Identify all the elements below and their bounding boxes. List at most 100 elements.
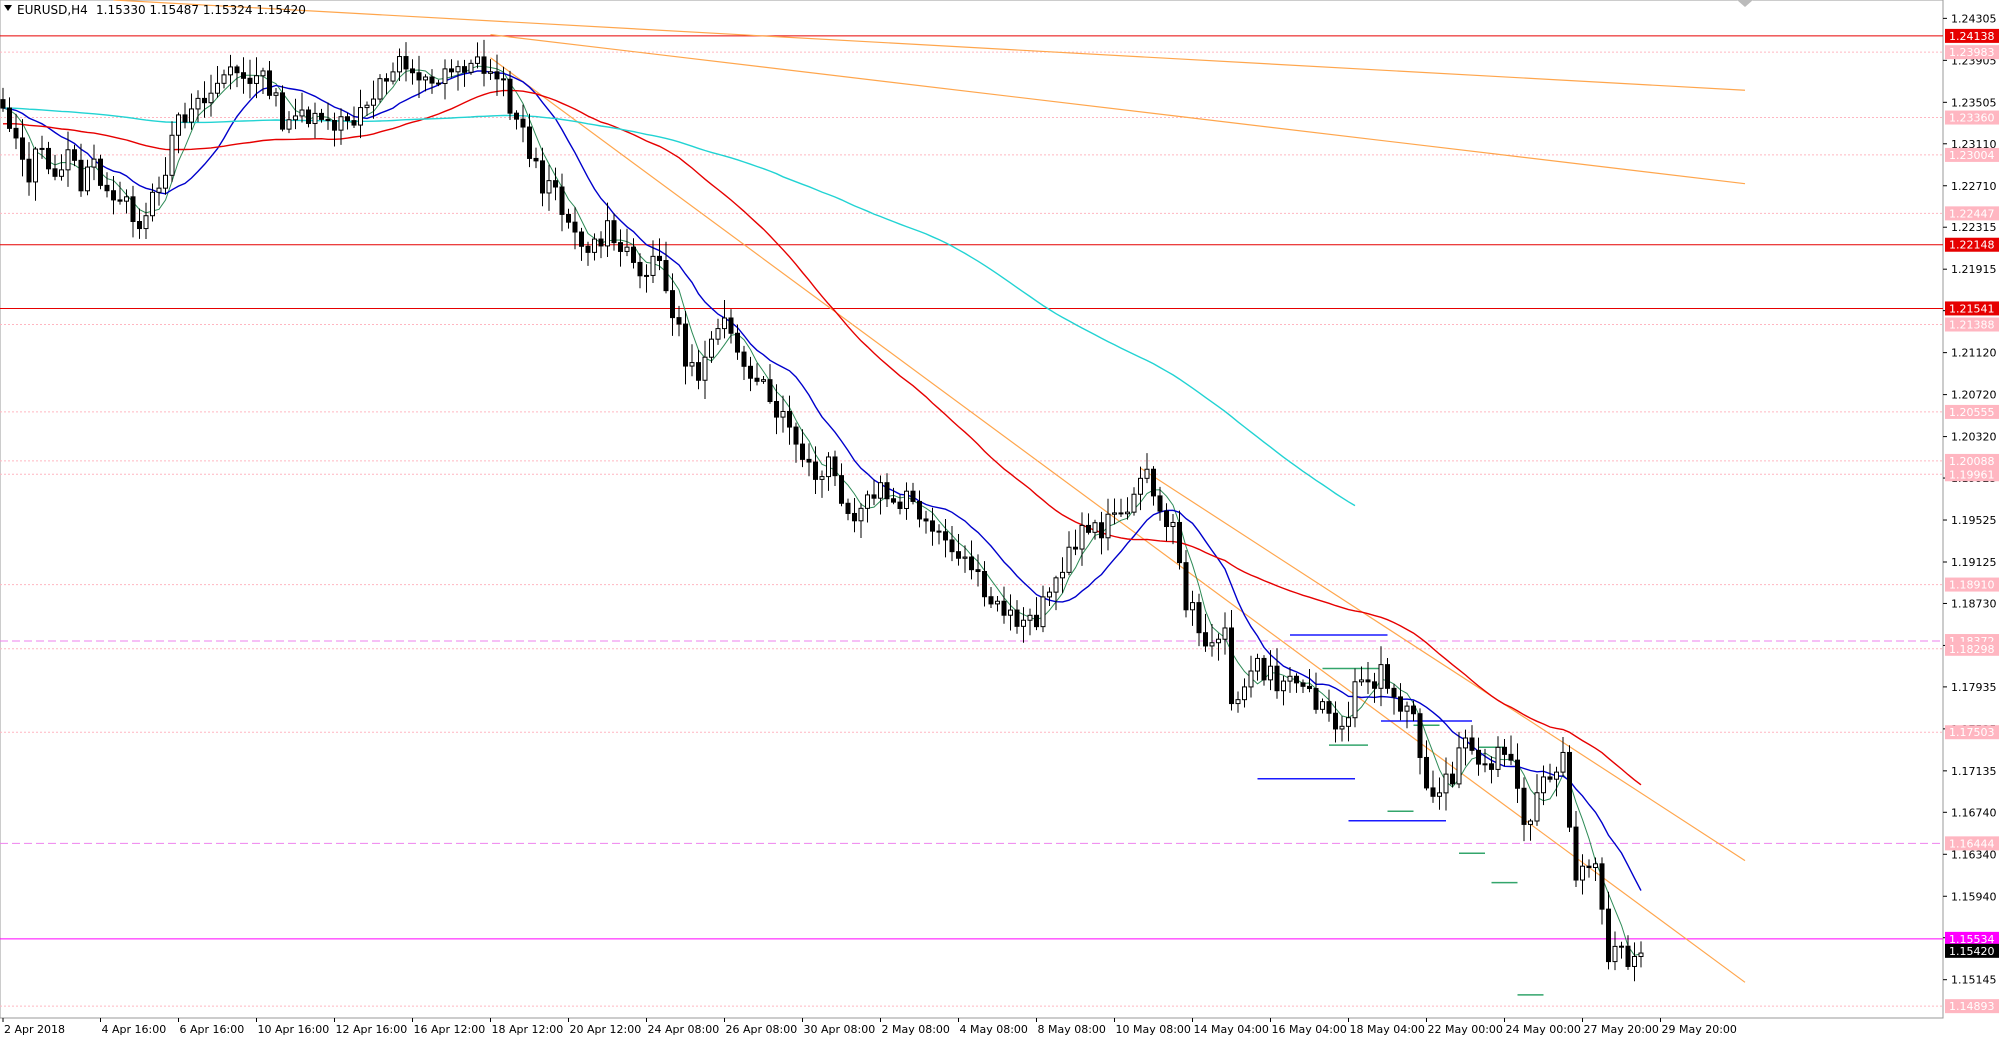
candle-body (299, 109, 305, 117)
candle-body (1567, 751, 1572, 828)
candle-body (1183, 562, 1189, 611)
price-tick-label: 1.24305 (1951, 12, 1997, 25)
candle-body (91, 158, 97, 168)
level-price-badge (1945, 931, 1999, 946)
candle-body (1430, 787, 1436, 797)
candle-body (345, 116, 350, 122)
candle-body (826, 456, 831, 478)
candle-body (670, 290, 675, 319)
candle-body (676, 317, 682, 325)
candle-body (377, 78, 383, 100)
candles (0, 39, 1644, 982)
triangle-down-icon[interactable] (1737, 0, 1753, 7)
candle-body (1346, 717, 1351, 727)
plot-area[interactable] (0, 0, 1944, 1019)
candle-body (1307, 685, 1312, 690)
candle-body (995, 600, 1000, 605)
candle-body (1294, 675, 1299, 684)
candle-body (85, 166, 90, 192)
time-tick-label: 29 May 20:00 (1662, 1023, 1737, 1036)
candle-body (1560, 751, 1566, 773)
candle-body (26, 158, 32, 183)
level-price-badge (1945, 467, 1999, 482)
candle-body (1391, 687, 1397, 698)
candle-body (1151, 468, 1156, 497)
candle-body (832, 456, 838, 477)
level-price-label: 1.20555 (1949, 406, 1995, 419)
candle-body (182, 114, 188, 123)
level-price-badge (1945, 237, 1999, 252)
candle-body (657, 255, 662, 262)
candle-body (1157, 495, 1163, 512)
candle-body (494, 71, 500, 80)
candle-body (878, 482, 883, 499)
candle-body (546, 180, 552, 194)
candle-body (1255, 657, 1260, 672)
candle-body (507, 78, 513, 114)
candle-body (208, 92, 214, 104)
candle-body (904, 490, 909, 509)
candle-body (650, 255, 656, 276)
candle-body (481, 56, 487, 74)
candle-body (644, 274, 649, 277)
candle-body (130, 196, 136, 223)
price-tick-label: 1.23110 (1951, 138, 1997, 151)
level-price-label: 1.18910 (1949, 579, 1995, 592)
candle-body (72, 149, 77, 161)
candle-body (936, 530, 942, 533)
candle-body (332, 119, 337, 131)
price-tick-label: 1.20320 (1951, 431, 1997, 444)
candle-body (293, 115, 298, 121)
candle-body (195, 97, 201, 110)
candle-body (111, 190, 116, 201)
moving-average-cyan (2, 107, 1356, 507)
price-tick-label: 1.19125 (1951, 556, 1997, 569)
candle-body (0, 99, 6, 109)
time-tick-label: 26 Apr 08:00 (726, 1023, 798, 1036)
candle-body (637, 261, 643, 277)
candle-body (371, 98, 376, 106)
candle-body (1008, 609, 1013, 616)
candle-body (1300, 682, 1306, 687)
candle-body (1313, 688, 1319, 710)
candle-body (475, 56, 480, 64)
trendline (490, 57, 1746, 983)
level-price-badge (1945, 45, 1999, 60)
triangle-down-icon[interactable] (4, 5, 12, 11)
candle-body (1593, 863, 1598, 869)
level-price-badge (1945, 404, 1999, 419)
candle-body (1625, 945, 1631, 967)
candle-body (709, 338, 714, 358)
candle-body (1599, 863, 1605, 910)
candle-body (553, 180, 558, 188)
candle-body (1014, 609, 1020, 627)
time-tick-label: 22 May 00:00 (1428, 1023, 1503, 1036)
candle-body (267, 70, 272, 96)
level-price-label: 1.22148 (1949, 239, 1995, 252)
candle-body (1196, 602, 1202, 634)
candle-body (124, 196, 129, 202)
candle-body (384, 78, 389, 82)
level-price-badge (1945, 999, 1999, 1014)
time-tick-label: 8 May 08:00 (1038, 1023, 1106, 1036)
candle-body (1131, 493, 1137, 513)
candle-body (1404, 705, 1410, 712)
candle-body (761, 379, 766, 382)
time-tick-label: 18 Apr 12:00 (492, 1023, 564, 1036)
candle-body (176, 114, 181, 136)
time-tick-label: 16 Apr 12:00 (414, 1023, 486, 1036)
candle-body (559, 186, 565, 215)
level-price-label: 1.21388 (1949, 319, 1995, 332)
level-price-badge (1945, 317, 1999, 332)
price-tick-label: 1.22315 (1951, 221, 1997, 234)
candle-body (1547, 776, 1553, 780)
candle-body (787, 410, 792, 428)
candle-body (663, 260, 669, 292)
candle-body (624, 246, 630, 252)
candle-body (1339, 725, 1345, 730)
candle-body (1534, 792, 1540, 822)
price-tick-label: 1.18730 (1951, 597, 1997, 610)
candle-body (1040, 596, 1046, 628)
